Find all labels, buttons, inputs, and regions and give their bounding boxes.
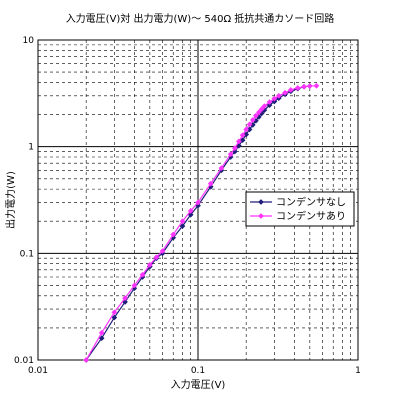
data-point	[179, 218, 186, 225]
data-point	[153, 254, 160, 261]
data-point	[83, 357, 90, 363]
data-point	[246, 121, 253, 128]
data-point	[301, 83, 307, 90]
data-point	[187, 207, 194, 214]
data-point	[306, 83, 313, 90]
data-point	[98, 335, 105, 342]
data-point	[271, 95, 278, 102]
x-axis-label: 入力電圧(V)	[171, 378, 226, 391]
legend-label: コンデンサなし	[276, 196, 346, 209]
y-tick-label: 0.01	[14, 356, 34, 366]
data-point	[252, 112, 259, 119]
y-tick-label: 10	[23, 36, 35, 46]
legend-label: コンデンサあり	[276, 210, 346, 223]
data-point	[170, 231, 177, 238]
data-point	[111, 314, 118, 321]
grid	[37, 40, 358, 361]
data-point	[266, 102, 273, 109]
data-point	[231, 145, 238, 152]
data-point	[249, 117, 256, 123]
x-tick-label: 0.1	[191, 366, 205, 376]
y-tick-label: 1	[28, 143, 34, 153]
y-axis-label: 出力電力(W)	[4, 171, 17, 229]
data-point	[282, 89, 289, 96]
data-point	[255, 109, 262, 116]
chart-title: 入力電圧(V)対 出力電力(W)～ 540Ω 抵抗共通カソード回路	[66, 12, 335, 25]
data-point	[111, 309, 118, 316]
data-point	[131, 282, 138, 289]
data-point	[266, 99, 273, 106]
series-2	[83, 82, 320, 363]
series-group	[83, 82, 320, 363]
data-point	[122, 295, 129, 302]
data-point	[98, 329, 105, 336]
x-tick-label: 1	[355, 366, 361, 376]
data-point	[218, 165, 225, 172]
data-point	[261, 103, 268, 110]
data-point	[195, 199, 201, 206]
data-point	[227, 151, 234, 158]
data-point	[139, 271, 146, 278]
axis-ticks: 0.01 0.1 1 0.01 0.1 1 10	[14, 36, 361, 376]
legend-box	[245, 191, 355, 227]
data-point	[235, 138, 242, 145]
legend-marker	[258, 213, 264, 219]
data-point	[258, 106, 265, 113]
legend-marker	[258, 199, 264, 205]
y-tick-label: 0.1	[20, 249, 34, 259]
data-point	[207, 180, 214, 187]
data-point	[146, 261, 153, 268]
data-point	[275, 92, 282, 99]
data-point	[294, 85, 301, 91]
data-point	[243, 126, 250, 133]
x-tick-label: 0.01	[28, 366, 48, 376]
data-point	[179, 223, 186, 230]
data-point	[239, 132, 246, 139]
data-point	[159, 248, 166, 255]
data-point	[287, 87, 294, 93]
data-point	[313, 82, 320, 89]
